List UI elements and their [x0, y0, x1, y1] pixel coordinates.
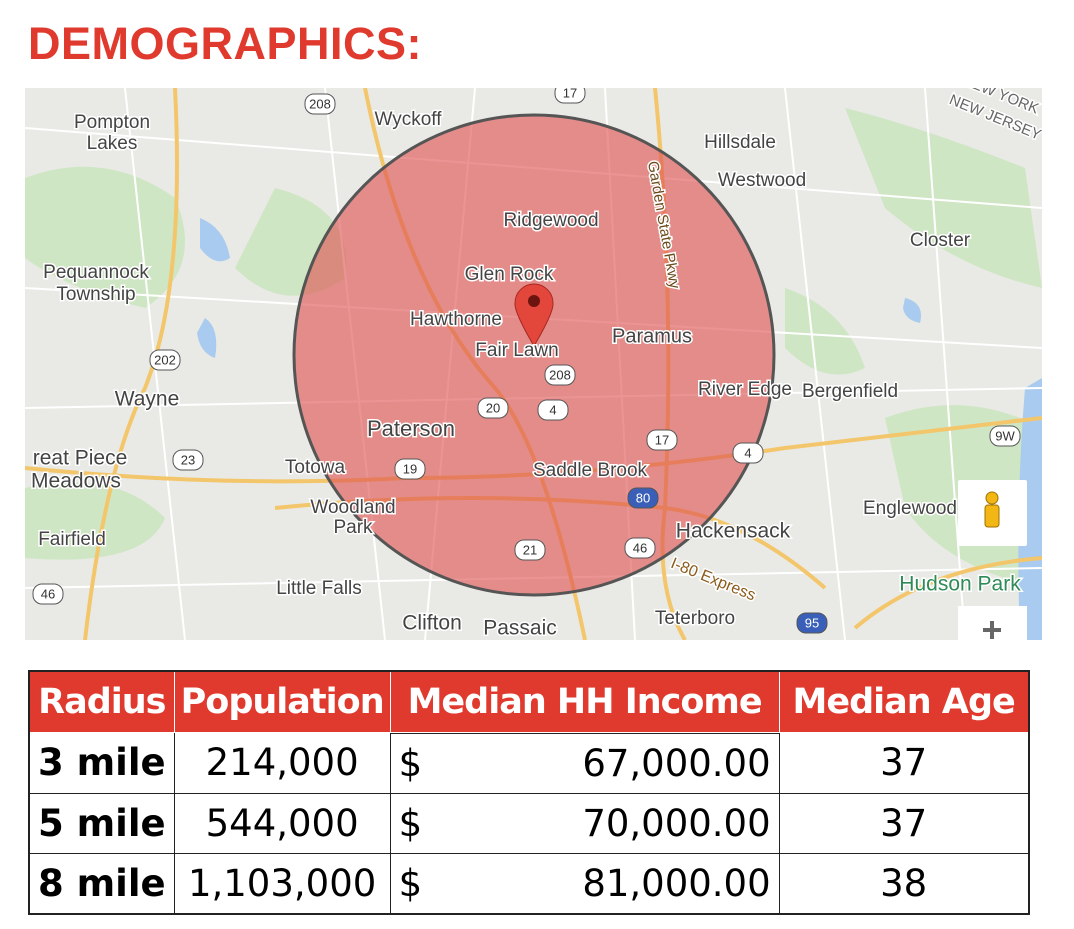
map-label: Little Falls — [276, 578, 362, 599]
route-shield — [172, 449, 204, 471]
map-label: Township — [56, 284, 135, 305]
route-shield-label: 208 — [549, 367, 571, 382]
map-label: Pompton — [74, 112, 150, 133]
route-shield — [989, 425, 1021, 447]
route-shield-label: 80 — [636, 490, 650, 505]
map-label: Meadows — [31, 470, 121, 493]
income-cell: $70,000.00 — [390, 793, 779, 853]
map-label: Englewood — [863, 498, 957, 519]
radius-cell: 5 mile — [28, 792, 175, 854]
map-label: Woodland — [310, 497, 395, 518]
map-label: Park — [333, 517, 373, 538]
route-shield-label: 46 — [41, 586, 55, 601]
population-cell: 1,103,000 — [173, 852, 391, 915]
map-label: Wyckoff — [374, 109, 442, 130]
route-shield-label: 4 — [549, 402, 556, 417]
map-label: Glen Rock — [465, 264, 554, 285]
age-cell: 37 — [778, 732, 1030, 794]
route-shield — [732, 442, 764, 464]
page-title: DEMOGRAPHICS: — [28, 18, 423, 69]
map-label: Saddle Brook — [533, 460, 648, 481]
income-cell: $81,000.00 — [390, 853, 779, 913]
currency-symbol: $ — [398, 802, 423, 845]
column-header: Median HH Income — [389, 670, 780, 733]
route-shield — [537, 399, 569, 421]
route-shield — [149, 349, 181, 371]
table-row: 5 mile 544,000 $70,000.00 37 — [28, 792, 1030, 854]
zoom-icon — [983, 621, 1001, 639]
route-shield-label: 4 — [744, 445, 751, 460]
column-header: Population — [173, 670, 391, 733]
route-shield — [477, 397, 509, 419]
route-shield — [514, 539, 546, 561]
route-shield-label: 23 — [181, 452, 195, 467]
income-cell: $67,000.00 — [390, 733, 779, 793]
income-amount: 67,000.00 — [582, 742, 771, 785]
route-shield — [646, 429, 678, 451]
map-label: Hackensack — [676, 520, 791, 543]
map-label: Hillsdale — [704, 132, 776, 153]
population-cell: 214,000 — [173, 732, 391, 794]
route-shield-label: 9W — [995, 428, 1015, 443]
route-shield-label: 17 — [655, 432, 669, 447]
route-shield-label: 202 — [154, 352, 176, 367]
map-label: Fairfield — [38, 529, 106, 550]
radius-cell: 3 mile — [28, 732, 175, 794]
map-label: Passaic — [483, 617, 557, 640]
map-label: Westwood — [718, 170, 806, 191]
column-header: Median Age — [778, 670, 1030, 733]
route-shield — [796, 612, 828, 634]
map-label: Ridgewood — [503, 210, 598, 231]
route-shield-label: 208 — [309, 96, 331, 111]
route-shield-label: 21 — [523, 542, 537, 557]
map-label: Fair Lawn — [475, 340, 558, 361]
age-cell: 37 — [778, 792, 1030, 854]
radius-cell: 8 mile — [28, 852, 175, 915]
map-label: Totowa — [285, 457, 346, 478]
currency-symbol: $ — [398, 742, 423, 785]
route-shield — [627, 487, 659, 509]
map-label: Paterson — [367, 416, 455, 441]
table-row: 8 mile 1,103,000 $81,000.00 38 — [28, 852, 1030, 915]
demographics-table: Radius Population Median HH Income Median A… — [28, 670, 1030, 915]
population-cell: 544,000 — [173, 792, 391, 854]
table-row: 3 mile 214,000 $67,000.00 37 — [28, 732, 1030, 794]
currency-symbol: $ — [398, 862, 423, 905]
income-amount: 70,000.00 — [582, 802, 771, 845]
map-label: Paramus — [612, 325, 692, 347]
map-label: Closter — [910, 230, 971, 251]
map-label: Lakes — [87, 133, 138, 154]
map-pin — [514, 283, 554, 347]
route-shield — [304, 93, 336, 115]
route-shield — [624, 537, 656, 559]
route-shield — [32, 583, 64, 605]
column-header: Radius — [28, 670, 175, 733]
route-shield-label: 20 — [486, 400, 500, 415]
route-shield-label: 95 — [805, 615, 819, 630]
map-label: Bergenfield — [802, 381, 898, 402]
map-label: Hudson Park — [899, 573, 1021, 596]
map-label: River Edge — [698, 379, 792, 400]
map-label: reat Piece — [33, 447, 128, 470]
map-label: Hawthorne — [410, 309, 502, 330]
route-shield — [544, 364, 576, 386]
route-shield — [554, 88, 586, 104]
water — [197, 218, 1042, 640]
route-shield-label: 46 — [633, 540, 647, 555]
age-cell: 38 — [778, 852, 1030, 915]
pegman-icon — [984, 491, 1000, 528]
map-label: Wayne — [115, 388, 180, 411]
map-label: Teterboro — [655, 608, 735, 629]
income-amount: 81,000.00 — [582, 862, 771, 905]
route-shield-label: 17 — [563, 88, 577, 100]
map-label: Pequannock — [43, 262, 149, 283]
route-shield — [394, 458, 426, 480]
map-label: Clifton — [402, 612, 462, 635]
route-shield-label: 19 — [403, 461, 417, 476]
